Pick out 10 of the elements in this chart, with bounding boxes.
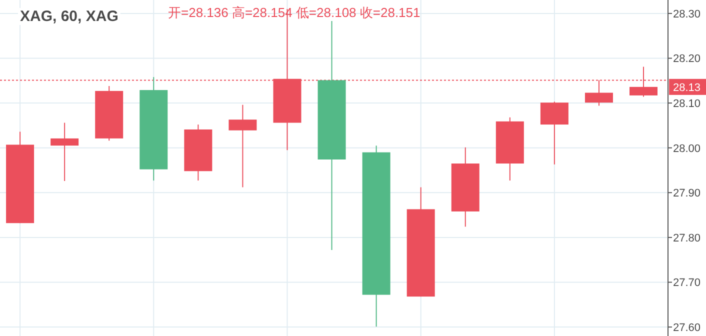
text: XAG, 60, XAG (20, 8, 118, 25)
y-tick-label: 28.20 (673, 53, 701, 66)
y-tick-label: 27.70 (673, 277, 701, 290)
y-tick-label: 27.90 (673, 188, 701, 200)
y-tick-label: 28.00 (673, 142, 701, 155)
y-tick-label: 28.30 (673, 8, 701, 20)
y-tick-label: 28.10 (673, 98, 701, 110)
text: 28.13 (673, 82, 701, 94)
y-tick-label: 27.60 (673, 322, 701, 334)
y-tick-label: 27.80 (673, 232, 701, 244)
